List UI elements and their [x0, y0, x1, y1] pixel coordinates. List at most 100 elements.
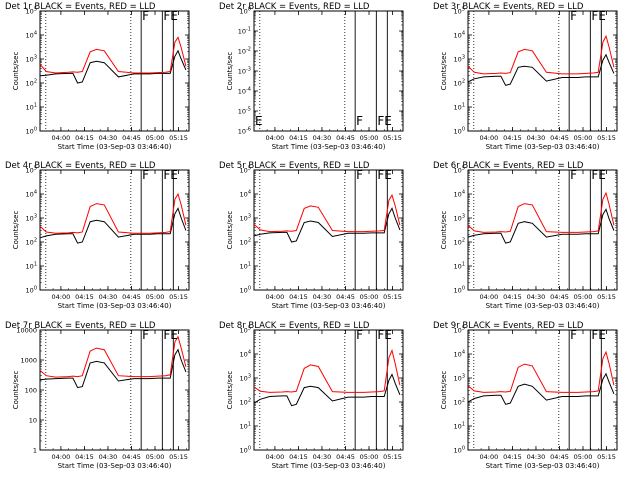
y-tick-label-base: 10 — [454, 104, 462, 112]
y-tick-label-base: 10 — [238, 28, 246, 36]
y-tick-label-exponent: 0 — [248, 446, 251, 452]
y-tick-label: 101 — [454, 103, 465, 112]
x-axis-label: Start Time (03-Sep-03 03:46:40) — [486, 143, 600, 151]
y-tick-label-base: 10 — [454, 239, 462, 247]
x-tick-label: 04:00 — [480, 134, 499, 142]
y-tick-label-base: 10 — [26, 80, 34, 88]
y-tick-label-base: 10 — [26, 215, 34, 223]
flag-label: F — [570, 9, 577, 23]
x-tick-label: 04:30 — [99, 453, 118, 461]
y-tick-label-exponent: 2 — [34, 238, 37, 244]
y-tick-label: 102 — [454, 79, 465, 88]
y-tick-label-base: 10 — [240, 191, 248, 199]
flag-label: F — [142, 328, 149, 342]
y-tick-label-base: 10 — [26, 287, 34, 295]
y-tick-label: 10 — [29, 417, 37, 425]
y-tick-label: 105 — [454, 326, 465, 335]
lld-series-line — [467, 191, 615, 233]
x-tick-label: 04:45 — [550, 453, 569, 461]
events-series-line — [467, 372, 615, 405]
flag-label: F — [570, 168, 577, 182]
y-tick-label-base: 10 — [240, 327, 248, 335]
x-tick-label: 05:15 — [383, 453, 402, 461]
plot-frame — [253, 329, 404, 451]
y-tick-label-base: 10 — [454, 56, 462, 64]
y-tick-label-base: 10 — [454, 191, 462, 199]
y-tick-label: 103 — [240, 214, 251, 223]
y-tick-label-base: 10 — [240, 263, 248, 271]
x-tick-label: 05:00 — [146, 293, 165, 301]
panel-title: Det 7r BLACK = Events, RED = LLD — [5, 321, 156, 331]
y-tick-label: 10-5 — [238, 107, 251, 116]
y-tick-label: 100 — [240, 286, 251, 295]
y-tick-label: 105 — [26, 166, 37, 175]
lld-series-line — [253, 193, 401, 233]
x-tick-label: 05:15 — [597, 453, 616, 461]
x-tick-label: 05:00 — [360, 293, 379, 301]
y-tick-label: 103 — [26, 55, 37, 64]
x-tick-label: 04:15 — [75, 134, 94, 142]
detector-panel-6: Det 6r BLACK = Events, RED = LLD10010110… — [433, 161, 618, 310]
events-series-line — [467, 53, 615, 86]
x-tick-label: 04:00 — [266, 453, 285, 461]
y-tick-label-base: 10 — [454, 32, 462, 40]
x-axis-label: Start Time (03-Sep-03 03:46:40) — [58, 302, 172, 310]
x-axis-label: Start Time (03-Sep-03 03:46:40) — [272, 462, 386, 470]
flag-label: FE — [591, 168, 605, 182]
y-tick-label-base: 10 — [240, 287, 248, 295]
y-tick-label-exponent: 5 — [462, 166, 465, 172]
y-tick-label-exponent: 5 — [462, 326, 465, 332]
y-tick-label: 104 — [454, 350, 465, 359]
lld-series-line — [467, 350, 615, 393]
y-tick-label-exponent: 2 — [248, 238, 251, 244]
x-tick-label: 05:15 — [383, 293, 402, 301]
y-tick-label-base: 10 — [26, 104, 34, 112]
x-tick-label: 05:15 — [597, 293, 616, 301]
y-axis-label: Counts/sec — [440, 52, 448, 91]
lld-series-line — [253, 348, 401, 393]
y-axis-label: Counts/sec — [12, 52, 20, 91]
y-tick-label: 103 — [454, 214, 465, 223]
events-series-line — [253, 373, 401, 407]
y-tick-label-exponent: 0 — [462, 446, 465, 452]
y-tick-label: 104 — [26, 190, 37, 199]
y-tick-label: 104 — [240, 350, 251, 359]
events-series-line — [467, 208, 615, 244]
y-tick-label: 101 — [26, 103, 37, 112]
y-tick-label-exponent: 1 — [34, 262, 37, 268]
panel-title: Det 5r BLACK = Events, RED = LLD — [219, 161, 370, 171]
y-tick-label-exponent: 0 — [34, 286, 37, 292]
y-tick-label-base: 10 — [454, 8, 462, 16]
y-tick-label-exponent: 3 — [248, 374, 251, 380]
x-tick-label: 05:15 — [169, 453, 188, 461]
flag-label: F — [142, 168, 149, 182]
y-tick-label: 101 — [26, 262, 37, 271]
y-tick-label-base: 10 — [238, 48, 246, 56]
x-tick-label: 04:30 — [313, 453, 332, 461]
plot-frame — [467, 169, 618, 291]
y-tick-label-exponent: -5 — [246, 107, 251, 113]
detector-panel-7: Det 7r BLACK = Events, RED = LLD 1 10 100 10… — [5, 321, 190, 470]
y-tick-label: 10000 — [16, 327, 37, 335]
detector-panel-8: Det 8r BLACK = Events, RED = LLD10010110… — [219, 321, 404, 470]
y-tick-label-exponent: 4 — [34, 31, 37, 37]
y-tick-label-base: 10 — [26, 239, 34, 247]
x-tick-label: 04:30 — [527, 134, 546, 142]
flag-label: FE — [163, 328, 177, 342]
y-tick-label: 103 — [454, 374, 465, 383]
y-tick-label-base: 10 — [26, 8, 34, 16]
y-tick-label-base: 10 — [454, 447, 462, 455]
y-tick-label-exponent: 0 — [34, 127, 37, 133]
y-tick-label-exponent: -6 — [246, 127, 251, 133]
y-tick-label-base: 10 — [240, 447, 248, 455]
y-tick-label-exponent: 3 — [34, 55, 37, 61]
flag-label: F — [356, 328, 363, 342]
lld-series-line — [467, 34, 615, 75]
x-tick-label: 05:00 — [360, 134, 379, 142]
x-tick-label: 05:15 — [597, 134, 616, 142]
y-tick-label-base: 10 — [238, 88, 246, 96]
x-tick-label: 04:00 — [52, 293, 71, 301]
y-tick-label-base: 10 — [454, 287, 462, 295]
y-tick-label-exponent: 4 — [462, 190, 465, 196]
events-series-line — [39, 49, 187, 84]
